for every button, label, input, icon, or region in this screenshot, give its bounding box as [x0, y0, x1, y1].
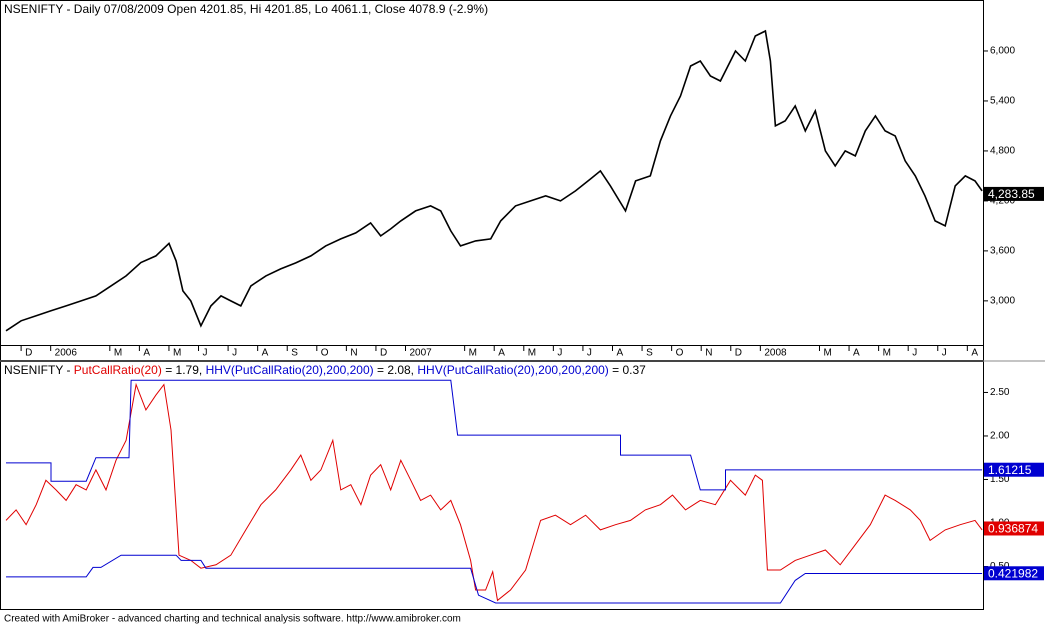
x-tick-label: A [971, 348, 978, 359]
x-tick-label: M [469, 348, 477, 359]
x-tick-label: D [25, 348, 32, 359]
x-tick-label: O [321, 348, 329, 359]
x-tick-label: D [380, 348, 387, 359]
legend-readout: = 2.08, [377, 363, 414, 377]
x-tick-label: J [587, 348, 592, 359]
legend-entry: PutCallRatio(20) [74, 363, 162, 377]
x-tick-label: D [735, 348, 742, 359]
x-tick-label: S [646, 348, 653, 359]
y-tick-label: 6,000 [990, 46, 1015, 57]
x-tick-label: M [823, 348, 831, 359]
x-tick-label: A [498, 348, 505, 359]
x-tick-label: S [291, 348, 298, 359]
x-tick-label: J [203, 348, 208, 359]
x-tick-label: A [853, 348, 860, 359]
y-tick-label: 2.00 [990, 431, 1010, 442]
x-tick-label: M [114, 348, 122, 359]
x-tick-label: M [883, 348, 891, 359]
value-badge-label: 1.61215 [988, 463, 1032, 477]
value-badge [984, 462, 1044, 477]
x-tick-label: 2008 [764, 348, 787, 359]
x-tick-label: A [616, 348, 623, 359]
y-tick-label: 1.50 [990, 474, 1010, 485]
x-tick-label: M [528, 348, 536, 359]
x-tick-label: J [232, 348, 237, 359]
y-tick-label: 3,000 [990, 295, 1015, 306]
data-line [6, 554, 983, 604]
x-tick-label: O [676, 348, 684, 359]
chart-title: NSENIFTY - Daily 07/08/2009 Open 4201.85… [4, 2, 488, 16]
y-tick-label: 3,600 [990, 246, 1015, 257]
x-tick-label: N [705, 348, 712, 359]
value-badge [984, 566, 1044, 581]
value-badge-label: 0.421982 [988, 566, 1038, 580]
legend-readout: = 1.79, [165, 363, 202, 377]
legend-entry: HHV(PutCallRatio(20),200,200,200) [417, 363, 608, 377]
x-tick-label: J [557, 348, 562, 359]
x-tick-label: J [912, 348, 917, 359]
value-badge [984, 186, 1044, 201]
value-badge-label: 4,283.85 [988, 187, 1035, 201]
x-tick-label: A [262, 348, 269, 359]
footer: Created with AmiBroker - advanced charti… [4, 614, 461, 625]
x-tick-label: A [143, 348, 150, 359]
y-tick-label: 4,200 [990, 196, 1015, 207]
data-line [5, 29, 983, 332]
x-tick-label: M [173, 348, 181, 359]
y-tick-label: 4,800 [990, 146, 1015, 157]
data-line [6, 379, 983, 491]
x-tick-label: 2006 [55, 348, 78, 359]
y-tick-label: 5,400 [990, 96, 1015, 107]
title-prefix: NSENIFTY - [4, 363, 74, 377]
y-tick-label: 2.50 [990, 387, 1010, 398]
legend-readout: = 0.37 [612, 363, 646, 377]
x-tick-label: J [942, 348, 947, 359]
indicator-title: NSENIFTY - PutCallRatio(20) = 1.79, HHV(… [4, 363, 646, 377]
value-badge-label: 0.936874 [988, 522, 1038, 536]
x-tick-label: 2007 [410, 348, 433, 359]
value-badge [984, 521, 1044, 536]
legend-entry: HHV(PutCallRatio(20),200,200) [206, 363, 374, 377]
x-tick-label: N [350, 348, 357, 359]
data-line [5, 382, 983, 602]
